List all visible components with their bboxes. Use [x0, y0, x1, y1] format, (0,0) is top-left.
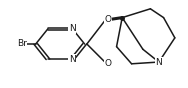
Text: N: N	[155, 58, 162, 67]
Text: O: O	[105, 15, 112, 24]
Text: N: N	[69, 24, 76, 33]
Text: O: O	[105, 59, 112, 68]
Text: Br: Br	[17, 40, 27, 48]
Text: N: N	[69, 55, 76, 64]
